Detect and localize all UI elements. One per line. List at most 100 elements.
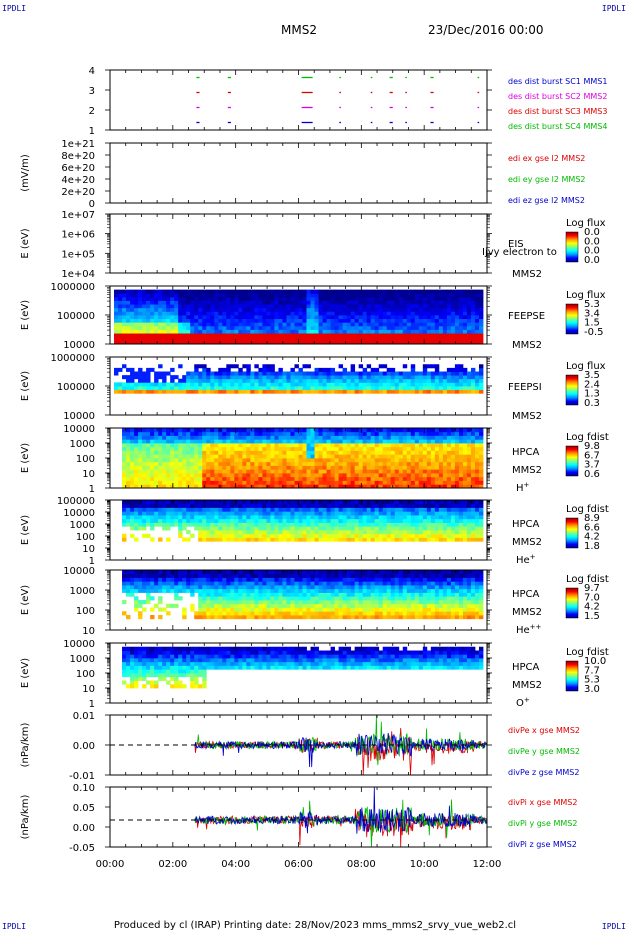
heatmap-cell [446,300,452,305]
y-axis-label: E (eV) [20,228,31,258]
heatmap-cell [278,503,283,508]
heatmap-cell [310,340,315,345]
heatmap-cell [390,293,396,298]
heatmap-cell [318,311,323,316]
heatmap-cell [454,307,460,312]
heatmap-cell [354,333,360,338]
heatmap-cell [410,511,416,516]
heatmap-cell [342,382,348,387]
heatmap-cell [466,511,472,516]
heatmap-cell [438,428,444,433]
heatmap-cell [326,435,331,440]
heatmap-cell [366,522,372,527]
heatmap-cell [458,367,464,372]
heatmap-cell [306,511,311,516]
heatmap-cell [222,428,227,433]
heatmap-cell [370,322,376,327]
heatmap-cell [202,364,207,369]
heatmap-cell [450,439,456,444]
heatmap-cell [306,386,311,391]
heatmap-cell [326,537,331,542]
heatmap-cell [162,378,167,383]
heatmap-cell [410,307,416,312]
heatmap-cell [426,465,432,470]
heatmap-cell [382,293,388,298]
heatmap-cell [142,386,147,391]
heatmap-cell [182,315,187,320]
heatmap-cell [142,443,147,448]
heatmap-cell [294,293,299,298]
heatmap-cell [174,458,179,463]
heatmap-cell [198,530,203,535]
heatmap-cell [374,333,380,338]
heatmap-cell [338,386,344,391]
heatmap-cell [234,480,239,485]
heatmap-cell [418,515,424,520]
heatmap-cell [174,296,179,301]
heatmap-cell [410,461,416,466]
heatmap-cell [434,367,440,372]
heatmap-cell [114,386,119,391]
heatmap-cell [162,469,167,474]
heatmap-cell [342,518,348,523]
heatmap-cell [278,480,283,485]
heatmap-cell [438,450,444,455]
y-tick-label: 0 [89,199,95,210]
heatmap-cell [126,435,131,440]
heatmap-cell [122,304,127,309]
heatmap-cell [218,461,223,466]
heatmap-cell [382,333,388,338]
heatmap-cell [358,289,364,294]
heatmap-cell [314,325,319,330]
y-tick-label: 4e+20 [61,175,95,186]
heatmap-cell [358,296,364,301]
heatmap-cell [338,480,344,485]
heatmap-cell [218,386,223,391]
heatmap-cell [446,296,452,301]
heatmap-cell [162,304,167,309]
heatmap-cell [422,389,428,394]
heatmap-cell [142,311,147,316]
heatmap-cell [246,300,251,305]
heatmap-cell [434,389,440,394]
heatmap-cell [418,322,424,327]
heatmap-cell [362,461,368,466]
heatmap-cell [270,473,275,478]
heatmap-cell [274,435,279,440]
heatmap-cell [266,322,271,327]
heatmap-cell [130,484,135,489]
heatmap-cell [126,340,131,345]
heatmap-cell [414,458,420,463]
heatmap-cell [158,428,163,433]
heatmap-cell [330,336,335,341]
heatmap-cell [282,515,287,520]
heatmap-cell [322,322,327,327]
heatmap-cell [198,454,203,459]
heatmap-cell [198,293,203,298]
heatmap-cell [226,518,231,523]
heatmap-cell [470,484,476,489]
heatmap-cell [222,311,227,316]
heatmap-cell [238,443,243,448]
heatmap-cell [162,500,167,505]
heatmap-cell [398,515,404,520]
heatmap-cell [314,318,319,323]
heatmap-cell [318,336,323,341]
heatmap-cell [150,315,155,320]
heatmap-cell [354,382,360,387]
heatmap-cell [350,450,356,455]
heatmap-cell [478,293,484,298]
heatmap-cell [402,503,408,508]
heatmap-cell [122,375,127,380]
heatmap-cell [250,311,255,316]
heatmap-cell [282,522,287,527]
heatmap-cell [442,533,448,538]
heatmap-cell [422,450,428,455]
heatmap-cell [402,446,408,451]
heatmap-cell [338,473,344,478]
heatmap-cell [198,484,203,489]
heatmap-cell [166,507,171,512]
heatmap-cell [118,382,123,387]
heatmap-cell [230,469,235,474]
heatmap-cell [466,325,472,330]
